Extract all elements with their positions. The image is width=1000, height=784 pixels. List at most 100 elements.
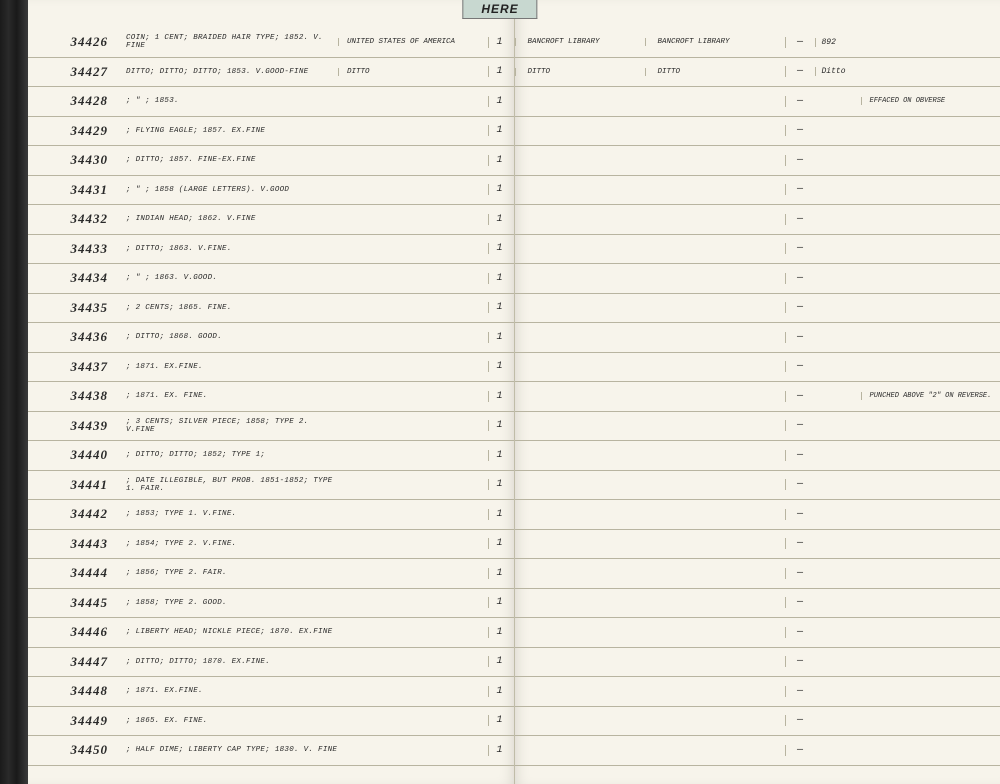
entry-quantity: 1 (488, 361, 510, 372)
entry-dash: — (785, 745, 815, 756)
entry-quantity: 1 (488, 479, 510, 490)
entry-id: 34447 (28, 654, 118, 670)
entry-dash: — (785, 715, 815, 726)
ledger-row-left: 34430; Ditto; 1857. Fine-ex.fine1 (28, 146, 514, 176)
page-tab: HERE (462, 0, 537, 19)
entry-id: 34437 (28, 359, 118, 375)
entry-dash: — (785, 273, 815, 284)
entry-id: 34427 (28, 64, 118, 80)
ledger-row-right: — (515, 471, 1000, 501)
ledger-book: 34426Coin; 1 cent; braided hair type; 18… (0, 0, 1000, 784)
entry-description: ; " ; 1863. V.Good. (118, 274, 338, 282)
entry-library1: Ditto (515, 68, 645, 76)
ledger-row-left: 34434; " ; 1863. V.Good. 1 (28, 264, 514, 294)
ledger-row-left: 34428; " ; 1853. 1 (28, 87, 514, 117)
entry-dash: — (785, 597, 815, 608)
ledger-row-right: — (515, 294, 1000, 324)
entry-id: 34450 (28, 742, 118, 758)
ledger-row-left: 34448; 1871. Ex.Fine.1 (28, 677, 514, 707)
entry-dash: — (785, 96, 815, 107)
entry-origin: Ditto (338, 68, 488, 76)
entry-description: ; 3 cents; silver piece; 1858; type 2. V… (118, 418, 338, 435)
entry-quantity: 1 (488, 184, 510, 195)
entry-library2: Ditto (645, 68, 785, 76)
entry-quantity: 1 (488, 391, 510, 402)
entry-number: 892 (815, 38, 861, 47)
ledger-row-left: 34442; 1853; type 1. V.Fine.1 (28, 500, 514, 530)
ledger-row-right: — (515, 441, 1000, 471)
entry-id: 34435 (28, 300, 118, 316)
entry-id: 34431 (28, 182, 118, 198)
entry-description: ; Indian Head; 1862. V.Fine (118, 215, 338, 223)
entry-description: ; Liberty head; nickle piece; 1870. Ex.F… (118, 628, 338, 636)
ledger-row-right: — (515, 559, 1000, 589)
entry-description: Coin; 1 cent; braided hair type; 1852. V… (118, 34, 338, 51)
entry-id: 34436 (28, 329, 118, 345)
ledger-row-left: 34435; 2 cents; 1865. Fine.1 (28, 294, 514, 324)
entry-id: 34433 (28, 241, 118, 257)
entry-dash: — (785, 538, 815, 549)
ledger-row-left: 34439; 3 cents; silver piece; 1858; type… (28, 412, 514, 442)
entry-dash: — (785, 391, 815, 402)
entry-quantity: 1 (488, 656, 510, 667)
ledger-row-right: — (515, 618, 1000, 648)
entry-note: Punched above "2" on reverse. (861, 392, 1000, 400)
entry-description: ; 1871. Ex.Fine. (118, 363, 338, 371)
entry-description: ; date illegible, but prob. 1851-1852; t… (118, 477, 338, 494)
ledger-row-right: — (515, 353, 1000, 383)
entry-id: 34428 (28, 93, 118, 109)
entry-quantity: 1 (488, 125, 510, 136)
entry-quantity: 1 (488, 66, 510, 77)
ledger-row-right: — (515, 176, 1000, 206)
ledger-row-right: — (515, 205, 1000, 235)
entry-dash: — (785, 361, 815, 372)
entry-note: Effaced on obverse (861, 97, 1000, 105)
entry-quantity: 1 (488, 273, 510, 284)
entry-quantity: 1 (488, 538, 510, 549)
entry-id: 34432 (28, 211, 118, 227)
entry-quantity: 1 (488, 450, 510, 461)
entry-dash: — (785, 125, 815, 136)
entry-dash: — (785, 568, 815, 579)
entry-dash: — (785, 332, 815, 343)
entry-quantity: 1 (488, 597, 510, 608)
entry-description: ; Ditto; 1868. Good. (118, 333, 338, 341)
entry-quantity: 1 (488, 243, 510, 254)
entry-number: Ditto (815, 67, 861, 76)
entry-quantity: 1 (488, 715, 510, 726)
entry-dash: — (785, 155, 815, 166)
entry-origin: United States of America (338, 38, 488, 46)
entry-library1: Bancroft Library (515, 38, 645, 46)
entry-id: 34445 (28, 595, 118, 611)
ledger-row-right: — (515, 264, 1000, 294)
entry-id: 34441 (28, 477, 118, 493)
entry-quantity: 1 (488, 96, 510, 107)
entry-id: 34440 (28, 447, 118, 463)
entry-description: ; 1871. Ex. Fine. (118, 392, 338, 400)
entry-dash: — (785, 656, 815, 667)
entry-description: ; " ; 1853. (118, 97, 338, 105)
ledger-row-right: — (515, 412, 1000, 442)
entry-quantity: 1 (488, 214, 510, 225)
entry-description: ; 1865. Ex. Fine. (118, 717, 338, 725)
ledger-row-right: — (515, 500, 1000, 530)
entry-description: ; Ditto; 1857. Fine-ex.fine (118, 156, 338, 164)
entry-id: 34434 (28, 270, 118, 286)
ledger-row-right: — (515, 146, 1000, 176)
ledger-row-right: — (515, 323, 1000, 353)
ledger-row-left: 34446; Liberty head; nickle piece; 1870.… (28, 618, 514, 648)
entry-description: ; " ; 1858 (large letters). V.Good (118, 186, 338, 194)
right-page: Bancroft LibraryBancroft Library—892Ditt… (515, 0, 1000, 784)
entry-dash: — (785, 243, 815, 254)
entry-description: ; 1871. Ex.Fine. (118, 687, 338, 695)
ledger-row-left: 34447; Ditto; Ditto; 1870. Ex.Fine.1 (28, 648, 514, 678)
entry-quantity: 1 (488, 302, 510, 313)
entry-quantity: 1 (488, 37, 510, 48)
entry-description: ; Ditto; Ditto; 1852; type 1; (118, 451, 338, 459)
entry-id: 34442 (28, 506, 118, 522)
entry-dash: — (785, 214, 815, 225)
entry-dash: — (785, 420, 815, 431)
entry-dash: — (785, 450, 815, 461)
entry-id: 34446 (28, 624, 118, 640)
ledger-row-left: 34429; Flying Eagle; 1857. Ex.Fine1 (28, 117, 514, 147)
